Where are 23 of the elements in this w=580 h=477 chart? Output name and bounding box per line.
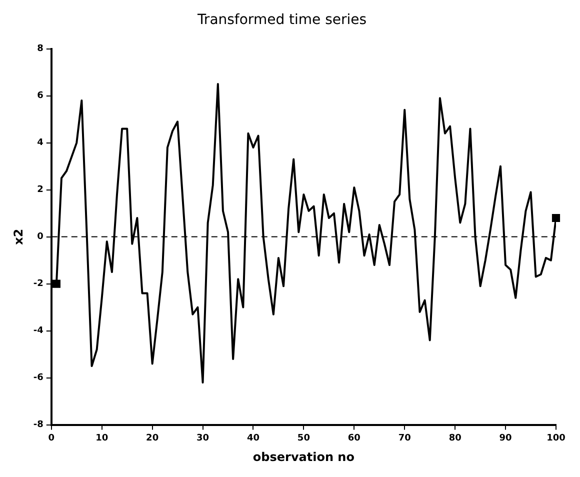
y-axis-title: x2: [11, 228, 26, 245]
y-tick-label: 4: [37, 138, 44, 148]
x-tick-label: 100: [546, 434, 566, 444]
x-tick-label: 80: [448, 434, 462, 444]
x-tick-label: 20: [146, 434, 159, 444]
y-tick-label: -2: [33, 279, 44, 290]
x-tick-label: 60: [348, 434, 360, 444]
chart-title: Transformed time series: [196, 12, 367, 28]
x-tick-label: 0: [48, 434, 55, 444]
x-tick-label: 10: [96, 434, 108, 444]
y-tick-label: -4: [33, 326, 44, 336]
y-tick-label: 2: [37, 185, 44, 196]
y-tick-label: -8: [33, 420, 44, 430]
y-tick-label: -6: [33, 373, 44, 384]
x-axis-title: observation no: [252, 450, 354, 464]
x-tick-label: 30: [196, 434, 210, 444]
y-tick-label: 6: [37, 91, 44, 102]
x-tick-label: 90: [499, 434, 512, 444]
y-tick-label: 0: [37, 232, 44, 242]
y-tick-label: 8: [37, 44, 44, 54]
x-tick-label: 50: [297, 434, 310, 444]
x-tick-label: 40: [246, 434, 260, 444]
x-tick-label: 70: [398, 434, 411, 444]
